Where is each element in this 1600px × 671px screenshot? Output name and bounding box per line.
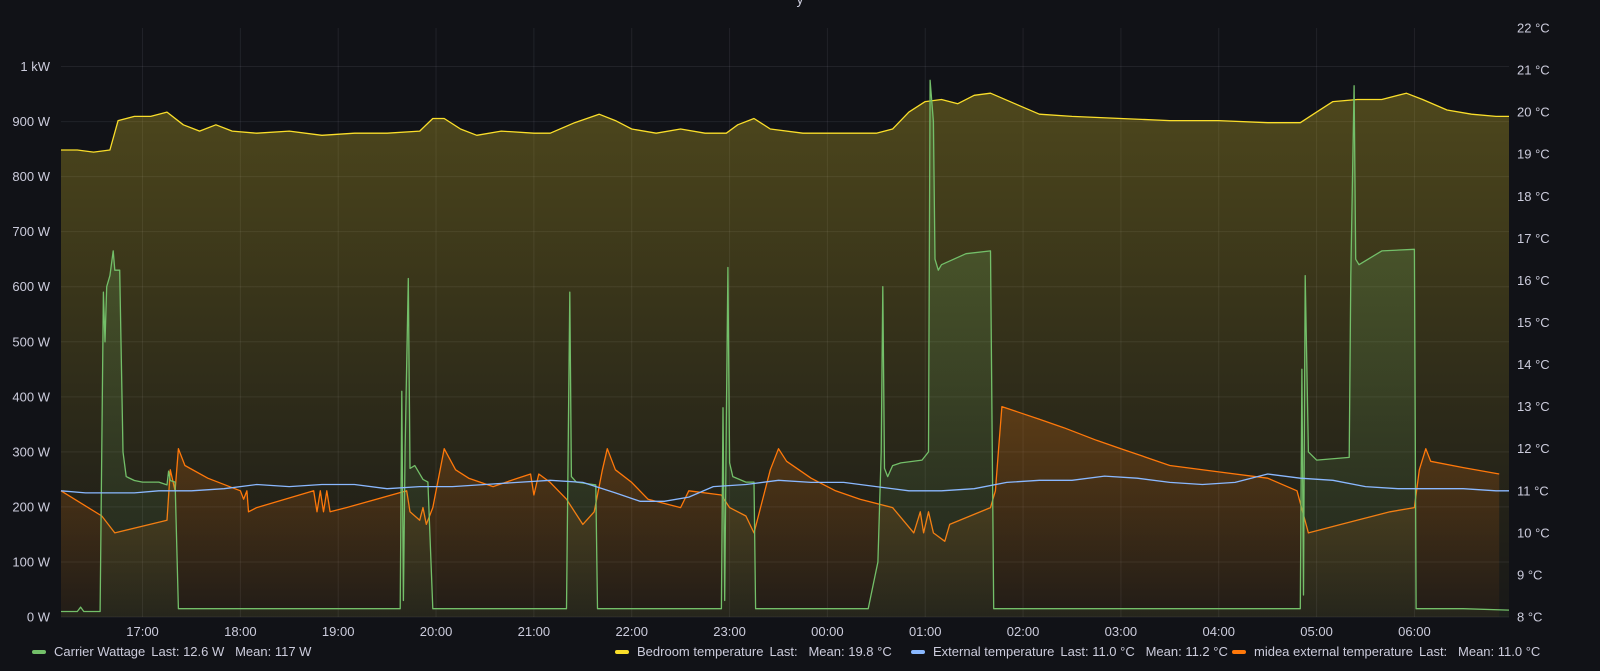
x-tick-label: 21:00	[518, 624, 551, 639]
y-left-tick-label: 1 kW	[20, 59, 50, 74]
x-tick-label: 19:00	[322, 624, 355, 639]
x-tick-label: 00:00	[811, 624, 844, 639]
external-temperature-line	[60, 473, 1509, 502]
panel-title: y	[0, 0, 1600, 7]
y-left-tick-label: 700 W	[12, 224, 50, 239]
legend-series-name: midea external temperature	[1254, 644, 1413, 659]
y-right-tick-label: 9 °C	[1517, 567, 1542, 582]
y-axis-left: 0 W 100 W 200 W 300 W 400 W 500 W 600 W 700 W 80…	[12, 59, 50, 624]
y-left-tick-label: 800 W	[12, 169, 50, 184]
y-left-tick-label: 200 W	[12, 499, 50, 514]
legend-item-midea-external-temperature[interactable]: midea external temperature Last: Mean: 11…	[1232, 644, 1546, 659]
y-right-tick-label: 15 °C	[1517, 315, 1550, 330]
y-left-tick-label: 400 W	[12, 389, 50, 404]
legend-swatch-icon	[1232, 649, 1246, 654]
carrier-wattage-line	[61, 79, 1510, 613]
x-tick-label: 06:00	[1398, 624, 1431, 639]
x-tick-label: 03:00	[1105, 624, 1138, 639]
x-tick-label: 04:00	[1202, 624, 1235, 639]
y-axis-right: 8 °C 9 °C 10 °C 11 °C 12 °C 13 °C 14 °C 15 °C 16…	[1517, 21, 1550, 625]
y-right-tick-label: 13 °C	[1517, 399, 1550, 414]
timeseries-chart[interactable]: 0 W 100 W 200 W 300 W 400 W 500 W 600 W 700 W 80…	[0, 0, 1600, 644]
series-group	[60, 79, 1510, 618]
y-right-tick-label: 20 °C	[1517, 105, 1550, 120]
legend-item-bedroom-temperature[interactable]: Bedroom temperature Last: Mean: 19.8 °C	[615, 644, 898, 659]
y-left-tick-label: 300 W	[12, 444, 50, 459]
legend-swatch-icon	[911, 649, 925, 654]
midea-external-temperature-line	[60, 405, 1500, 542]
y-right-tick-label: 17 °C	[1517, 231, 1550, 246]
y-left-tick-label: 600 W	[12, 279, 50, 294]
legend-series-name: Carrier Wattage	[54, 644, 146, 659]
x-axis: 17:00 18:00 19:00 20:00 21:00 22:00 23:00 00:00…	[126, 624, 1430, 639]
x-tick-label: 01:00	[909, 624, 942, 639]
x-tick-label: 17:00	[126, 624, 159, 639]
legend-swatch-icon	[615, 649, 629, 654]
y-right-tick-label: 19 °C	[1517, 147, 1550, 162]
y-right-tick-label: 11 °C	[1517, 483, 1549, 498]
x-tick-label: 23:00	[713, 624, 746, 639]
x-tick-label: 02:00	[1007, 624, 1040, 639]
y-right-tick-label: 10 °C	[1517, 525, 1550, 540]
y-right-tick-label: 12 °C	[1517, 441, 1550, 456]
carrier-wattage-area	[61, 80, 1509, 618]
y-right-tick-label: 22 °C	[1517, 21, 1550, 36]
legend-item-external-temperature[interactable]: External temperature Last: 11.0 °C Mean: …	[911, 644, 1234, 659]
x-tick-label: 20:00	[420, 624, 453, 639]
y-left-tick-label: 100 W	[12, 554, 50, 569]
bedroom-temperature-line	[61, 92, 1509, 153]
legend-swatch-icon	[32, 649, 46, 654]
x-tick-label: 18:00	[224, 624, 257, 639]
y-left-tick-label: 500 W	[12, 334, 50, 349]
legend-series-stats: Last: 11.0 °C Mean: 11.2 °C	[1060, 644, 1228, 659]
legend-series-stats: Last: Mean: 11.0 °C	[1418, 644, 1541, 659]
legend-series-stats: Last: 12.6 W Mean: 117 W	[151, 644, 312, 659]
y-right-tick-label: 18 °C	[1517, 189, 1550, 204]
legend: Carrier Wattage Last: 12.6 W Mean: 117 W B…	[0, 644, 1600, 666]
y-right-tick-label: 16 °C	[1517, 273, 1550, 288]
legend-series-stats: Last: Mean: 19.8 °C	[769, 644, 892, 659]
legend-item-carrier-wattage[interactable]: Carrier Wattage Last: 12.6 W Mean: 117 W	[32, 644, 317, 659]
y-right-tick-label: 21 °C	[1517, 63, 1550, 78]
legend-series-name: Bedroom temperature	[637, 644, 764, 659]
y-right-tick-label: 14 °C	[1517, 357, 1550, 372]
y-right-tick-label: 8 °C	[1517, 610, 1542, 625]
y-left-tick-label: 0 W	[27, 610, 51, 625]
y-left-tick-label: 900 W	[12, 114, 50, 129]
legend-series-name: External temperature	[933, 644, 1055, 659]
x-tick-label: 05:00	[1300, 624, 1333, 639]
x-tick-label: 22:00	[615, 624, 648, 639]
